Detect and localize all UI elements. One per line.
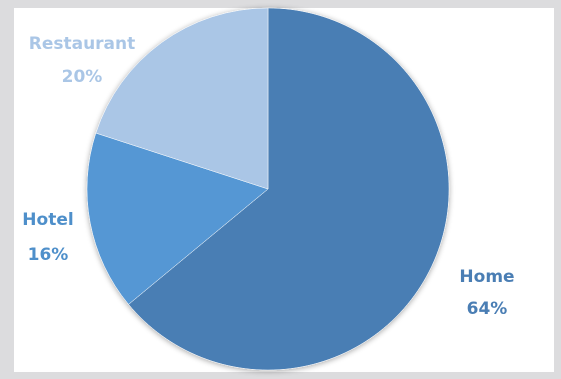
pie-labels: Home 64% Hotel 16% Restaurant 20%: [22, 34, 514, 319]
pie-slice-restaurant: [95, 7, 269, 190]
pie-slice-hotel: [86, 132, 269, 305]
slice-label-restaurant: Restaurant: [29, 34, 136, 54]
slice-label-hotel: Hotel: [22, 210, 73, 230]
slice-percent-restaurant: 20%: [62, 67, 103, 87]
pie-slice-home: [128, 7, 450, 371]
slice-percent-hotel: 16%: [28, 245, 69, 265]
pie-slices: [86, 7, 450, 371]
slice-label-home: Home: [459, 267, 514, 287]
slice-percent-home: 64%: [467, 299, 508, 319]
